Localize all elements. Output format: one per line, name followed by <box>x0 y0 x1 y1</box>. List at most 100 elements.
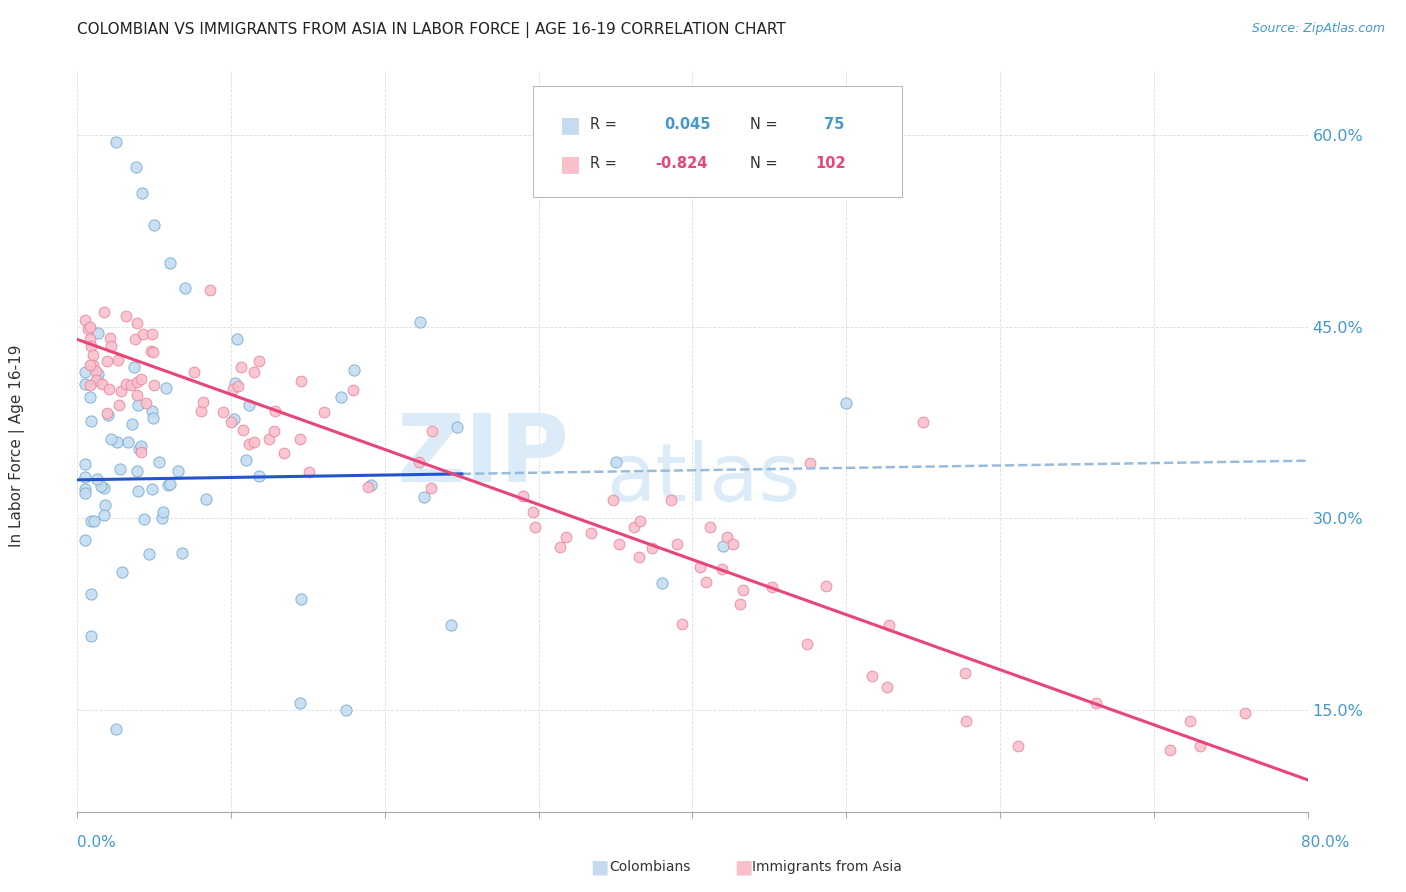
Point <box>138 547 160 561</box>
Point <box>73 533 96 548</box>
Point <box>242 435 264 450</box>
Point <box>335 703 357 717</box>
Point <box>1159 742 1181 756</box>
Point <box>263 404 285 418</box>
Text: 75: 75 <box>824 117 845 132</box>
Point <box>623 519 645 533</box>
Point <box>860 669 883 683</box>
Point <box>82 348 104 362</box>
Point <box>605 454 627 468</box>
Point <box>93 305 115 319</box>
Point <box>290 696 312 710</box>
Point <box>159 256 181 270</box>
Point <box>290 374 312 388</box>
Point <box>132 326 155 341</box>
Point <box>73 313 96 327</box>
Point <box>129 439 152 453</box>
Point <box>174 281 197 295</box>
Point <box>190 404 212 418</box>
Point <box>550 540 572 554</box>
Point <box>273 445 295 459</box>
Point <box>104 722 127 736</box>
FancyBboxPatch shape <box>533 87 901 197</box>
Point <box>226 332 249 346</box>
Point <box>117 435 139 450</box>
Point <box>360 478 382 492</box>
Point <box>689 560 711 574</box>
Point <box>91 376 114 391</box>
Point <box>602 493 624 508</box>
Text: N =: N = <box>751 117 787 132</box>
Point <box>104 135 127 149</box>
Point <box>422 424 444 438</box>
Point <box>125 375 148 389</box>
Point <box>263 424 285 438</box>
Point <box>83 514 105 528</box>
Point <box>114 309 136 323</box>
Point <box>238 437 260 451</box>
Point <box>141 404 163 418</box>
Point <box>100 339 122 353</box>
Text: 0.045: 0.045 <box>664 117 710 132</box>
Point <box>141 482 163 496</box>
Point <box>212 405 235 419</box>
Point <box>183 365 205 379</box>
Point <box>121 378 143 392</box>
Point <box>195 492 218 507</box>
Point <box>152 505 174 519</box>
Point <box>259 432 281 446</box>
Point <box>125 316 148 330</box>
Point <box>150 511 173 525</box>
Point <box>132 512 155 526</box>
Point <box>219 416 242 430</box>
Point <box>167 464 190 478</box>
Point <box>84 364 107 378</box>
Point <box>80 414 103 428</box>
Point <box>1178 714 1201 729</box>
Text: atlas: atlas <box>606 440 800 517</box>
Point <box>699 520 721 534</box>
Point <box>912 416 935 430</box>
Point <box>84 373 107 387</box>
Point <box>125 464 148 478</box>
Point <box>124 333 146 347</box>
Point <box>80 629 103 643</box>
Point <box>97 382 120 396</box>
Point <box>523 520 546 534</box>
Point <box>877 617 900 632</box>
Point <box>728 597 751 611</box>
Point <box>224 412 246 426</box>
Point <box>522 505 544 519</box>
Point <box>86 472 108 486</box>
Point <box>98 331 121 345</box>
Point <box>200 283 222 297</box>
Point <box>716 530 738 544</box>
Point <box>73 376 96 391</box>
Point <box>1085 696 1108 710</box>
Text: ■: ■ <box>560 115 581 135</box>
Point <box>835 395 858 409</box>
Text: 102: 102 <box>815 156 846 171</box>
Text: ■: ■ <box>734 857 752 877</box>
Point <box>343 363 366 377</box>
Text: ■: ■ <box>591 857 609 877</box>
Point <box>579 526 602 541</box>
Text: R =: R = <box>591 156 621 171</box>
Point <box>172 546 194 560</box>
Point <box>1007 739 1029 754</box>
Text: 0.0%: 0.0% <box>77 836 117 850</box>
Point <box>110 462 132 476</box>
Point <box>409 315 432 329</box>
Point <box>229 360 252 375</box>
Point <box>127 484 149 499</box>
Point <box>238 399 260 413</box>
Point <box>876 680 898 694</box>
Point <box>226 378 249 392</box>
Point <box>721 537 744 551</box>
Point <box>330 390 353 404</box>
Point <box>711 539 734 553</box>
Point <box>87 326 110 340</box>
Point <box>247 353 270 368</box>
Point <box>232 423 254 437</box>
Point <box>100 432 122 446</box>
